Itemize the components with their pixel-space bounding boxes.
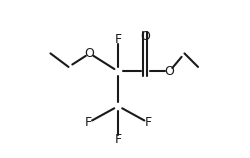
Text: F: F [84,116,92,129]
Text: O: O [85,47,94,60]
Text: F: F [115,33,122,46]
Text: O: O [164,65,174,78]
Text: O: O [140,30,150,43]
Text: F: F [145,116,152,129]
Text: F: F [115,133,122,146]
